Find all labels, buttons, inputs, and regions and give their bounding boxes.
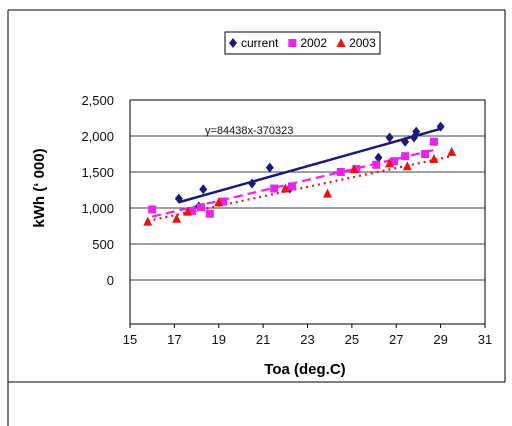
data-point-2002 (421, 150, 430, 158)
data-point-current (385, 132, 394, 143)
x-tick-label: 23 (300, 332, 314, 347)
data-point-2002 (401, 152, 410, 161)
data-point-2002 (205, 209, 214, 218)
data-point-2003 (280, 183, 290, 193)
data-point-2002 (270, 184, 279, 193)
y-tick-label: 1,000 (81, 201, 114, 216)
x-tick-label: 27 (389, 332, 403, 347)
data-point-2002 (219, 197, 228, 206)
y-tick-label: 1,500 (81, 165, 114, 180)
regression-equation: y=84438x-370323 (205, 125, 293, 137)
legend-label-2002: 2002 (300, 36, 327, 50)
x-tick-label: 17 (167, 332, 181, 347)
data-point-current (436, 121, 445, 132)
data-point-2002 (197, 203, 205, 212)
trendline-current (178, 127, 441, 204)
x-tick-label: 15 (123, 332, 137, 347)
data-point-current (248, 178, 257, 189)
y-axis-title: kWh (‘ 000) (31, 148, 48, 227)
data-point-current (265, 162, 274, 173)
data-point-2003 (172, 213, 182, 223)
data-point-current (412, 126, 421, 137)
data-point-2002 (287, 182, 296, 191)
data-point-2003 (143, 216, 153, 226)
data-point-2002 (188, 206, 197, 215)
legend-label-2003: 2003 (349, 36, 376, 50)
data-point-2003 (402, 161, 412, 171)
data-point-2003 (183, 206, 193, 216)
point-layer (143, 121, 457, 226)
data-point-2002 (336, 168, 345, 176)
data-point-2002 (429, 137, 438, 146)
data-point-2002 (390, 157, 399, 166)
grid-layer (130, 99, 485, 281)
x-tick-label: 25 (345, 332, 359, 347)
x-tick-label: 21 (256, 332, 270, 347)
legend-marker-2003 (336, 38, 346, 47)
y-tick-label: 2,000 (81, 129, 114, 144)
data-point-2003 (349, 164, 359, 174)
legend-marker-2002 (288, 39, 297, 47)
data-point-current (174, 193, 183, 204)
legend-label-current: current (241, 36, 279, 50)
data-point-2002 (372, 160, 381, 169)
x-tick-label: 19 (212, 332, 226, 347)
trendline-2003 (147, 155, 452, 223)
data-point-current (374, 152, 383, 163)
data-point-2003 (385, 158, 395, 168)
legend-entries: current 2002 2003 (229, 36, 376, 50)
y-tick-label: 2,500 (81, 93, 114, 108)
x-tick-label: 31 (478, 332, 492, 347)
legend (224, 31, 381, 55)
data-point-2003 (214, 197, 224, 207)
tick-layer: 0 500 1,000 1,500 2,000 2,500 15 17 19 21 23 25 27 29… (81, 93, 492, 347)
y-tick-label: 500 (92, 237, 114, 252)
data-point-2003 (447, 146, 457, 156)
x-axis-title: Toa (deg.C) (264, 361, 345, 378)
data-point-current (401, 136, 410, 147)
data-point-2003 (429, 154, 439, 164)
plot-area (129, 99, 486, 325)
data-point-current (199, 184, 208, 195)
y-tick-label: 0 (107, 273, 114, 288)
legend-marker-current (229, 38, 237, 48)
x-tick-label: 29 (433, 332, 447, 347)
data-point-2003 (322, 188, 332, 198)
data-point-2002 (148, 205, 157, 214)
